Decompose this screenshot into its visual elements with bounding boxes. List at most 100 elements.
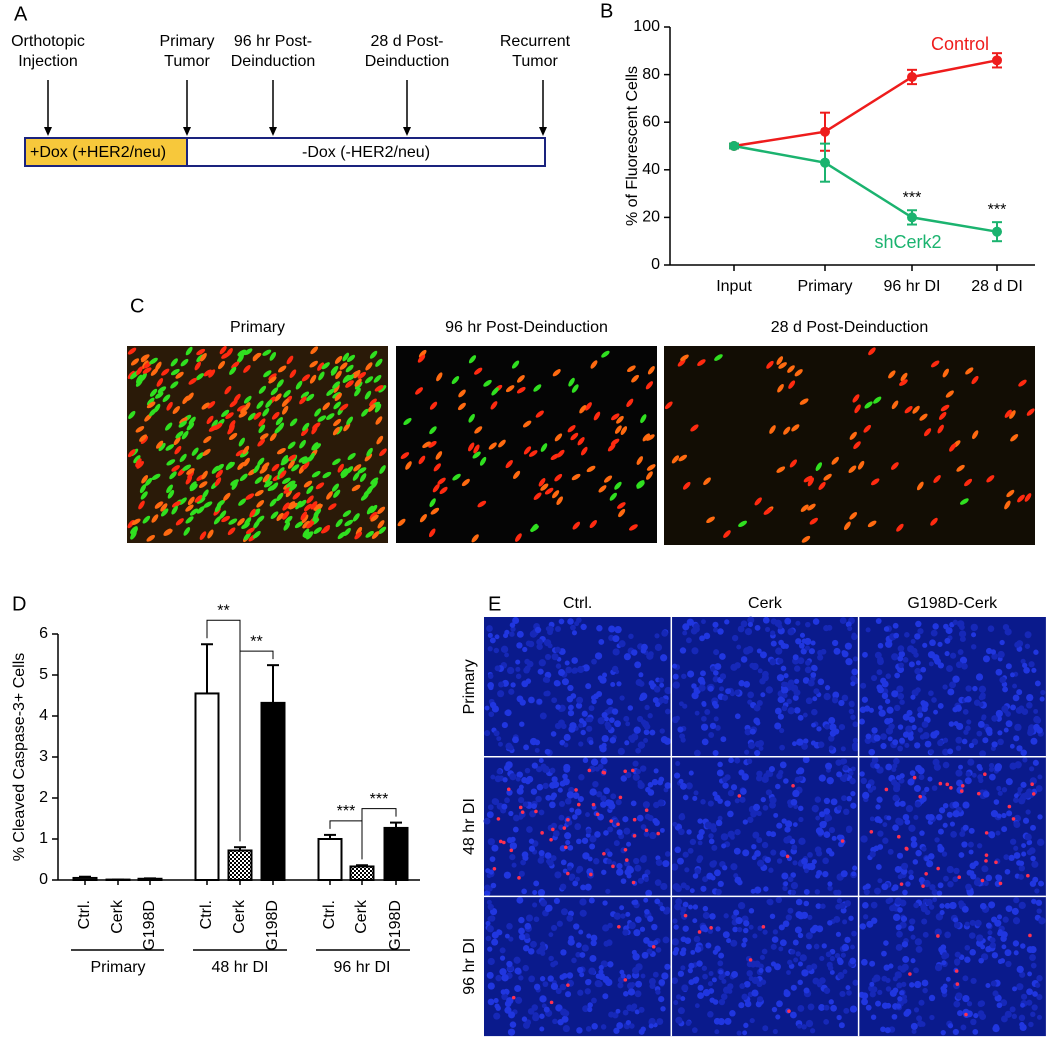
nucleus bbox=[765, 966, 772, 973]
nucleus bbox=[841, 943, 850, 952]
nucleus bbox=[567, 684, 574, 692]
nucleus bbox=[484, 884, 491, 891]
nucleus bbox=[712, 999, 719, 1005]
nucleus bbox=[901, 862, 909, 870]
cell bbox=[379, 465, 386, 474]
nucleus bbox=[877, 830, 884, 837]
nucleus bbox=[987, 625, 995, 632]
cell bbox=[196, 506, 205, 514]
nucleus bbox=[773, 812, 779, 818]
cell bbox=[186, 468, 195, 475]
nucleus bbox=[636, 715, 644, 723]
nucleus bbox=[527, 640, 535, 648]
nucleus bbox=[852, 737, 859, 744]
nucleus bbox=[574, 876, 580, 882]
nucleus bbox=[793, 689, 801, 696]
nucleus bbox=[880, 1026, 886, 1033]
cell bbox=[161, 508, 169, 517]
nucleus bbox=[689, 838, 697, 846]
nucleus bbox=[964, 921, 970, 927]
nucleus bbox=[846, 795, 852, 802]
micrograph bbox=[484, 896, 672, 1037]
nucleus bbox=[836, 957, 843, 963]
nucleus bbox=[908, 925, 915, 932]
nucleus bbox=[961, 905, 969, 913]
nucleus bbox=[804, 621, 811, 628]
cell bbox=[364, 376, 374, 384]
cell bbox=[303, 480, 313, 488]
nucleus bbox=[522, 964, 529, 972]
nucleus bbox=[985, 922, 992, 929]
cell bbox=[238, 498, 247, 506]
nucleus bbox=[944, 637, 951, 644]
nucleus bbox=[895, 817, 903, 825]
nucleus bbox=[892, 739, 899, 746]
nucleus bbox=[861, 696, 869, 703]
nucleus bbox=[850, 802, 857, 809]
cell bbox=[346, 374, 356, 381]
nucleus bbox=[930, 731, 938, 739]
nucleus bbox=[778, 769, 784, 776]
nucleus bbox=[839, 990, 846, 998]
nucleus bbox=[521, 1016, 528, 1022]
nucleus bbox=[540, 899, 548, 907]
nucleus bbox=[692, 795, 698, 801]
nucleus bbox=[942, 761, 950, 769]
nucleus bbox=[515, 673, 522, 680]
bar bbox=[317, 838, 343, 881]
nucleus bbox=[713, 649, 720, 656]
cell bbox=[417, 354, 426, 363]
nucleus bbox=[659, 728, 665, 734]
nucleus bbox=[781, 872, 789, 880]
nucleus bbox=[1031, 898, 1037, 904]
nucleus bbox=[679, 782, 687, 790]
nucleus bbox=[962, 824, 969, 831]
nucleus bbox=[715, 926, 721, 932]
nucleus bbox=[824, 816, 831, 822]
nucleus bbox=[539, 1026, 545, 1032]
nucleus bbox=[509, 773, 517, 781]
point bbox=[820, 126, 830, 137]
y-axis-label: % of Fluorescent Cells bbox=[624, 66, 641, 226]
nucleus bbox=[504, 933, 510, 939]
nucleus bbox=[829, 955, 836, 962]
nucleus bbox=[783, 673, 789, 679]
nucleus bbox=[807, 679, 815, 687]
cell bbox=[236, 354, 244, 364]
nucleus bbox=[1033, 708, 1039, 714]
nucleus bbox=[909, 982, 915, 988]
cell bbox=[274, 425, 283, 434]
nucleus bbox=[947, 748, 954, 755]
nucleus bbox=[832, 691, 840, 699]
nucleus bbox=[697, 984, 704, 991]
nucleus bbox=[693, 749, 701, 757]
cell bbox=[249, 508, 256, 518]
cell bbox=[185, 475, 193, 485]
cell bbox=[223, 492, 231, 501]
nucleus bbox=[672, 663, 678, 669]
nucleus bbox=[555, 663, 562, 669]
nucleus bbox=[627, 705, 634, 711]
nucleus bbox=[547, 859, 554, 867]
nucleus bbox=[643, 876, 649, 882]
nucleus bbox=[1027, 839, 1033, 845]
nucleus bbox=[781, 681, 787, 688]
cell bbox=[243, 457, 250, 467]
nucleus bbox=[641, 854, 647, 861]
nucleus bbox=[535, 795, 542, 803]
nucleus bbox=[512, 616, 520, 624]
nucleus bbox=[563, 1010, 570, 1017]
nucleus bbox=[635, 747, 642, 754]
cell bbox=[171, 501, 181, 508]
nucleus bbox=[619, 905, 625, 911]
nucleus bbox=[509, 842, 518, 850]
nucleus bbox=[1036, 1014, 1043, 1020]
cell bbox=[904, 405, 913, 414]
cell bbox=[306, 485, 314, 495]
nucleus bbox=[863, 705, 871, 712]
event-label: Recurrent bbox=[500, 33, 571, 50]
nucleus bbox=[637, 741, 646, 749]
nucleus bbox=[791, 844, 798, 851]
nucleus bbox=[995, 709, 1003, 718]
nucleus bbox=[1026, 693, 1034, 702]
